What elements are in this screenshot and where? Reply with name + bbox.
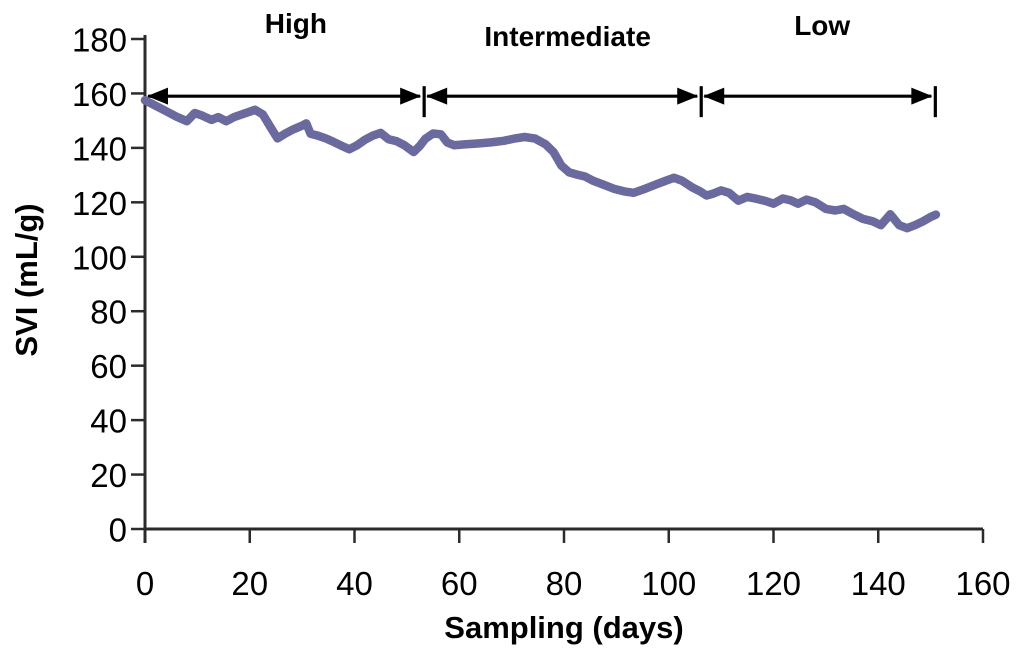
y-tick-label: 140 (72, 130, 127, 167)
x-tick-label: 160 (955, 565, 1010, 602)
y-axis-title: SVI (mL/g) (9, 203, 44, 357)
y-tick-label: 60 (90, 348, 127, 385)
region-label-high: High (264, 8, 327, 39)
y-tick-label: 180 (72, 22, 127, 59)
y-tick-label: 40 (90, 403, 127, 440)
range-arrow-left-head (147, 87, 168, 105)
y-tick-label: 80 (90, 294, 127, 331)
x-tick-label: 140 (851, 565, 906, 602)
range-arrow-left-head (426, 87, 448, 105)
x-axis-title: Sampling (days) (444, 610, 684, 645)
range-arrow-right-head (400, 87, 422, 105)
x-tick-label: 60 (441, 565, 478, 602)
x-tick-label: 120 (746, 565, 801, 602)
x-tick-label: 20 (231, 565, 268, 602)
range-arrow-right-head (911, 87, 933, 105)
y-tick-label: 100 (72, 239, 127, 276)
x-tick-label: 40 (336, 565, 373, 602)
y-tick-label: 160 (72, 76, 127, 113)
x-tick-label: 0 (136, 565, 154, 602)
svi-series-line (140, 96, 941, 233)
y-tick-label: 20 (90, 457, 127, 494)
region-label-intermediate: Intermediate (484, 21, 651, 52)
x-tick-label: 80 (546, 565, 583, 602)
range-arrow-right-head (677, 87, 699, 105)
y-tick-label: 120 (72, 185, 127, 222)
x-tick-label: 100 (641, 565, 696, 602)
range-arrow-left-head (703, 87, 725, 105)
region-label-low: Low (794, 10, 851, 41)
y-tick-label: 0 (109, 512, 127, 549)
